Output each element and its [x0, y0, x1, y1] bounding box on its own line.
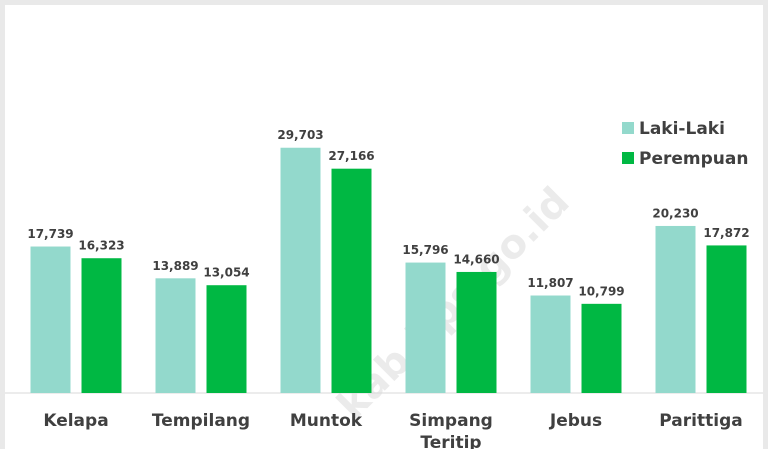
bar — [155, 278, 196, 393]
data-label: 17,872 — [703, 226, 749, 240]
bar — [30, 246, 71, 393]
bar — [530, 295, 571, 393]
data-label: 14,660 — [453, 252, 499, 266]
bar — [81, 258, 122, 393]
data-label: 13,889 — [152, 259, 198, 273]
bar — [280, 147, 321, 393]
bar — [206, 285, 247, 393]
bar — [331, 168, 372, 393]
data-label: 11,807 — [527, 276, 573, 290]
data-label: 15,796 — [402, 243, 448, 257]
x-tick-label: Parittiga — [659, 411, 743, 431]
x-tick-label: Jebus — [549, 411, 603, 431]
x-tick-label: Kelapa — [43, 411, 109, 431]
data-label: 16,323 — [78, 239, 124, 253]
data-label: 20,230 — [652, 206, 698, 220]
x-tick-label: Muntok — [289, 411, 363, 431]
data-label: 10,799 — [578, 284, 624, 298]
data-label: 29,703 — [277, 128, 323, 142]
x-tick-label: Tempilang — [151, 411, 251, 431]
legend-label: Laki-Laki — [639, 119, 725, 139]
bar — [581, 303, 622, 393]
bar — [456, 271, 497, 393]
legend-swatch — [622, 122, 634, 134]
legend-label: Perempuan — [639, 149, 748, 169]
bar — [655, 225, 696, 393]
x-tick-label: Simpang Teritip — [409, 411, 493, 449]
chart-card: kab.bps.go.id 17,739 16,323 13,889 13,054 29… — [5, 5, 763, 449]
bar — [706, 245, 747, 393]
bar — [405, 262, 446, 393]
data-label: 27,166 — [328, 149, 374, 163]
data-label: 13,054 — [203, 266, 249, 280]
legend-swatch — [622, 152, 634, 164]
data-label: 17,739 — [27, 227, 73, 241]
